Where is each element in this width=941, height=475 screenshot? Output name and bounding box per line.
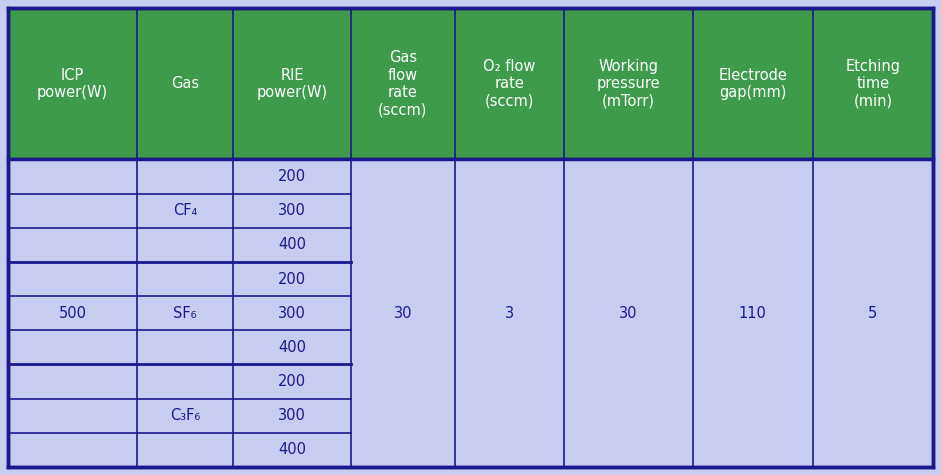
Bar bbox=[8, 160, 933, 467]
Text: Etching
time
(min): Etching time (min) bbox=[845, 59, 901, 109]
Text: 200: 200 bbox=[278, 272, 306, 286]
Text: 300: 300 bbox=[278, 306, 306, 321]
Text: 500: 500 bbox=[58, 306, 87, 321]
Text: 300: 300 bbox=[278, 203, 306, 218]
Text: 300: 300 bbox=[278, 408, 306, 423]
Text: Gas
flow
rate
(sccm): Gas flow rate (sccm) bbox=[378, 50, 427, 117]
Text: 110: 110 bbox=[739, 306, 767, 321]
Text: SF₆: SF₆ bbox=[173, 306, 197, 321]
Text: Working
pressure
(mTorr): Working pressure (mTorr) bbox=[597, 59, 661, 109]
Text: CF₄: CF₄ bbox=[173, 203, 197, 218]
Text: 200: 200 bbox=[278, 169, 306, 184]
Text: C₃F₆: C₃F₆ bbox=[169, 408, 200, 423]
Text: RIE
power(W): RIE power(W) bbox=[256, 67, 327, 100]
Text: 200: 200 bbox=[278, 374, 306, 389]
Text: 30: 30 bbox=[393, 306, 412, 321]
Text: 3: 3 bbox=[504, 306, 514, 321]
Text: Electrode
gap(mm): Electrode gap(mm) bbox=[718, 67, 788, 100]
Text: 400: 400 bbox=[278, 442, 306, 457]
Text: 400: 400 bbox=[278, 238, 306, 252]
Bar bbox=[8, 8, 933, 160]
Text: Gas: Gas bbox=[171, 76, 199, 91]
Text: 5: 5 bbox=[869, 306, 878, 321]
Text: O₂ flow
rate
(sccm): O₂ flow rate (sccm) bbox=[483, 59, 535, 109]
Text: 30: 30 bbox=[619, 306, 638, 321]
Text: ICP
power(W): ICP power(W) bbox=[37, 67, 108, 100]
Text: 400: 400 bbox=[278, 340, 306, 355]
